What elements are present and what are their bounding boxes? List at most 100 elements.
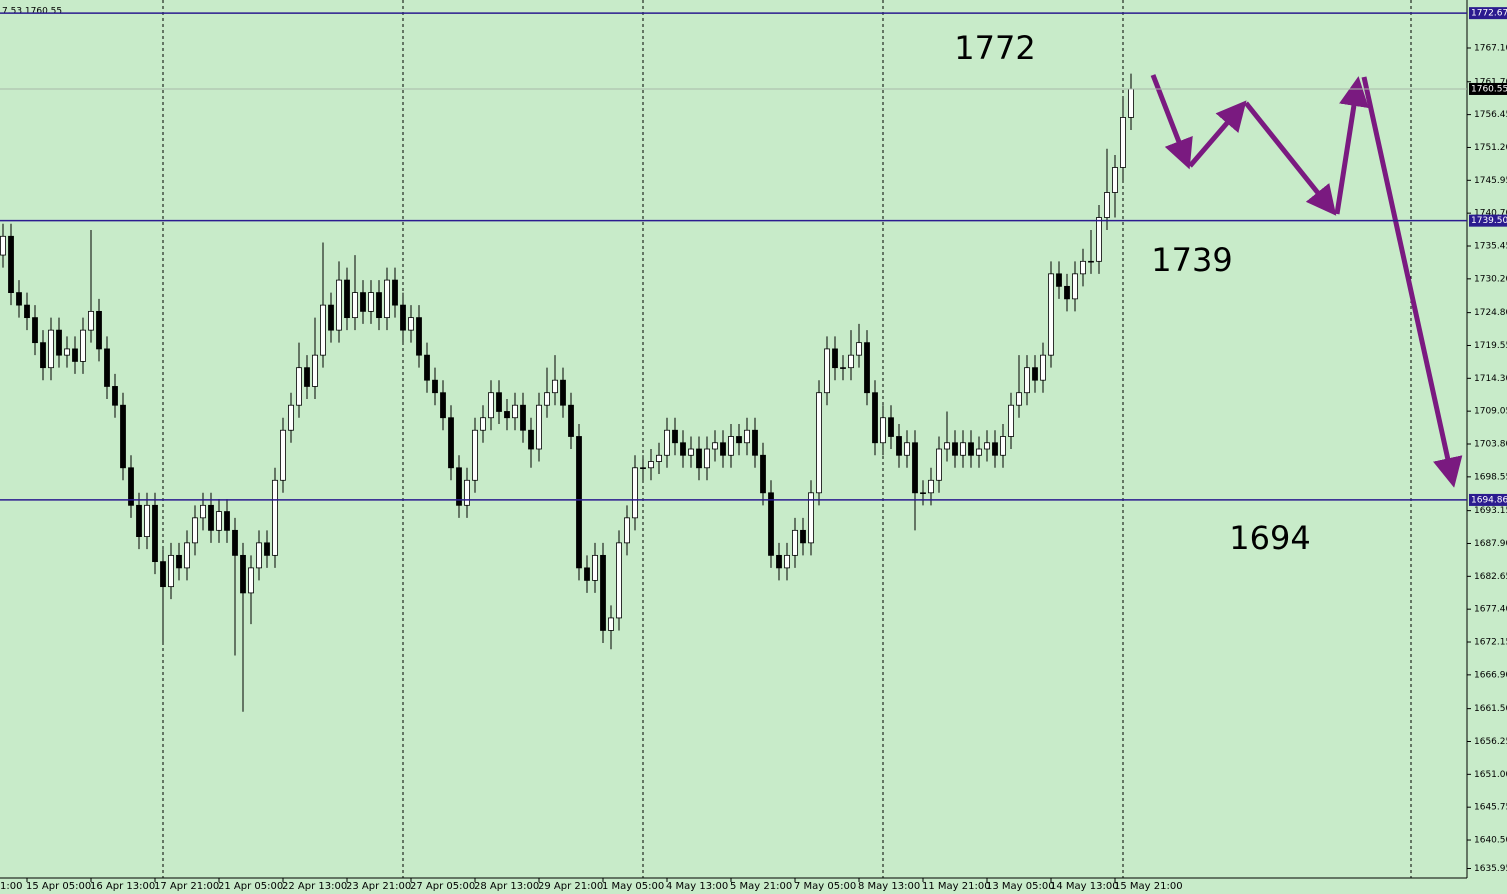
x-tick-label: 1 May 05:00 <box>602 881 664 892</box>
level-box <box>1469 493 1507 506</box>
candle-body <box>1056 273 1062 287</box>
y-tick-label: 1666.90 <box>1474 670 1507 680</box>
candle-body <box>304 367 310 387</box>
candle-body <box>152 504 158 563</box>
candle-body <box>64 348 70 356</box>
candle-body <box>312 354 318 387</box>
candle-body <box>472 429 478 481</box>
candle-body <box>168 554 174 588</box>
x-tick-label: 16 Apr 13:00 <box>90 881 155 892</box>
candle-body <box>880 417 886 444</box>
candle-body <box>544 392 550 406</box>
y-tick-label: 1698.55 <box>1474 472 1507 482</box>
x-tick-label: 4 May 13:00 <box>666 881 728 892</box>
candle-body <box>320 304 326 356</box>
header-text: 7.53 1760.55 <box>2 7 62 17</box>
x-tick-label: 15 Apr 05:00 <box>26 881 91 892</box>
y-tick-label: 1682.65 <box>1474 572 1507 582</box>
y-tick-label: 1656.25 <box>1474 737 1507 747</box>
annotation: 1694 <box>1229 519 1310 557</box>
candle-body <box>120 404 126 469</box>
candle-body <box>440 392 446 419</box>
y-tick-label: 1687.90 <box>1474 539 1507 549</box>
candle-body <box>344 279 350 319</box>
candle-body <box>1112 167 1118 193</box>
candle-body <box>96 310 102 350</box>
x-tick-label: 22 Apr 13:00 <box>282 881 347 892</box>
y-tick-label: 1730.20 <box>1474 274 1507 284</box>
candle-body <box>976 448 982 456</box>
candle-body <box>1064 285 1070 300</box>
candle-body <box>16 292 22 306</box>
candle-body <box>624 517 630 544</box>
level-label: 1739.50 <box>1471 216 1507 226</box>
candle-body <box>600 554 606 631</box>
candle-body <box>808 492 814 544</box>
candle-body <box>592 554 598 581</box>
x-tick-label: 11 May 21:00 <box>922 881 991 892</box>
candle-body <box>456 467 462 506</box>
candle-body <box>536 404 542 450</box>
candle-body <box>216 511 222 531</box>
x-tick-label: 13 May 05:00 <box>986 881 1055 892</box>
candle-body <box>1032 367 1038 381</box>
candle-body <box>264 542 270 556</box>
candle-body <box>888 417 894 437</box>
candle-body <box>760 454 766 494</box>
candle-body <box>728 436 734 456</box>
candle-body <box>1080 260 1086 275</box>
candle-body <box>1128 88 1134 118</box>
candle-body <box>80 329 86 362</box>
candle-body <box>552 379 558 394</box>
candle-body <box>632 467 638 519</box>
candle-body <box>384 279 390 319</box>
y-tick-label: 1724.80 <box>1474 308 1507 318</box>
candle-body <box>480 417 486 431</box>
candle-body <box>656 454 662 462</box>
y-tick-label: 1751.20 <box>1474 143 1507 153</box>
projection-arrows <box>1150 74 1463 488</box>
candle-body <box>336 279 342 331</box>
candle-body <box>432 379 438 394</box>
candle-body <box>56 329 62 356</box>
candle-body <box>496 392 502 412</box>
y-tick-label: 1709.05 <box>1474 407 1507 417</box>
x-tick-label: 27 Apr 05:00 <box>410 881 475 892</box>
x-tick-label: 1:00 <box>0 881 22 892</box>
candle-body <box>408 317 414 331</box>
candle-body <box>360 292 366 312</box>
candle-body <box>368 292 374 312</box>
candle-body <box>8 235 14 294</box>
candle-body <box>392 279 398 306</box>
current-price-box <box>1469 82 1507 95</box>
y-tick-label: 1745.95 <box>1474 176 1507 186</box>
candle-body <box>184 542 190 569</box>
candle-body <box>616 542 622 619</box>
candle-body <box>744 429 750 444</box>
candle-body <box>256 542 262 569</box>
candle-body <box>112 386 118 406</box>
x-tick-label: 21 Apr 05:00 <box>218 881 283 892</box>
candle-body <box>240 554 246 594</box>
annotation: 1772 <box>954 29 1035 67</box>
candle-body <box>576 436 582 569</box>
candle-body <box>856 342 862 356</box>
x-tick-label: 17 Apr 21:00 <box>154 881 219 892</box>
candle-body <box>1016 392 1022 406</box>
y-tick-label: 1677.40 <box>1474 605 1507 615</box>
candle-body <box>1104 192 1110 218</box>
candle-body <box>0 235 6 256</box>
candle-body <box>968 442 974 456</box>
level-label: 1772.67 <box>1471 9 1507 19</box>
candle-body <box>1120 117 1126 168</box>
y-tick-label: 1767.10 <box>1474 43 1507 53</box>
candle-body <box>712 442 718 450</box>
candle-body <box>960 442 966 456</box>
candle-body <box>952 442 958 456</box>
candle-body <box>664 429 670 456</box>
candle-body <box>288 404 294 431</box>
y-tick-label: 1693.15 <box>1474 506 1507 516</box>
y-tick-label: 1714.30 <box>1474 374 1507 384</box>
candle-body <box>816 392 822 494</box>
